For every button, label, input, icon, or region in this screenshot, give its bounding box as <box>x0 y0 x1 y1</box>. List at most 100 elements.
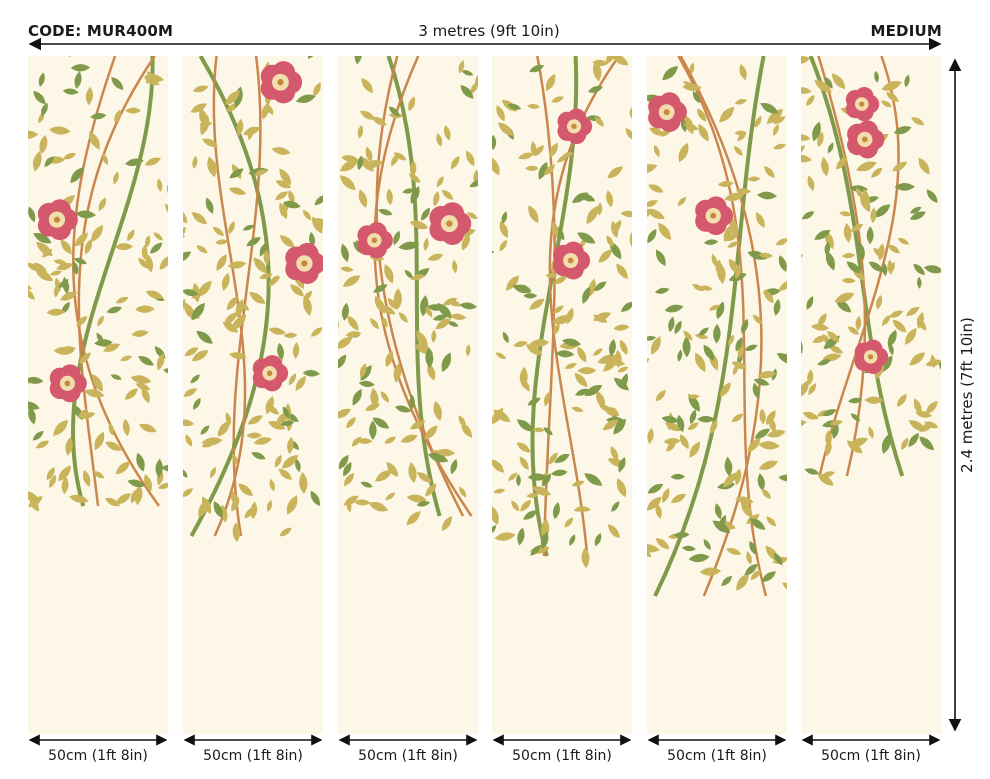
leaf <box>310 490 320 507</box>
leaf <box>873 204 891 218</box>
leaf <box>832 422 839 440</box>
leaf <box>614 349 622 368</box>
leaf <box>734 468 742 486</box>
leaf <box>210 466 216 479</box>
leaf <box>253 257 268 274</box>
leaf <box>342 275 361 287</box>
leaf <box>404 269 414 279</box>
leaf <box>749 540 757 555</box>
floral-pattern <box>647 56 787 597</box>
leaf <box>810 323 830 331</box>
leaf <box>221 272 230 291</box>
leaf <box>450 155 460 170</box>
leaf <box>215 239 229 245</box>
leaf <box>683 123 699 131</box>
leaf <box>183 206 188 224</box>
leaf <box>391 153 399 167</box>
vine-stem <box>386 56 442 517</box>
leaf <box>385 350 394 368</box>
leaf <box>870 207 877 224</box>
leaf <box>593 281 607 292</box>
leaf <box>588 278 596 297</box>
leaf <box>521 378 530 392</box>
leaf <box>144 235 151 249</box>
leaf <box>909 352 925 366</box>
leaf <box>82 469 91 487</box>
leaf <box>271 147 291 155</box>
leaf <box>663 438 681 445</box>
leaf <box>747 250 768 260</box>
leaf <box>747 176 761 182</box>
leaf <box>460 84 474 99</box>
leaf <box>103 343 121 352</box>
leaf <box>32 151 42 172</box>
leaf <box>222 321 239 333</box>
leaf <box>149 242 163 254</box>
leaf <box>413 268 430 280</box>
leaf <box>889 310 904 318</box>
leaf <box>78 409 87 418</box>
leaf <box>398 312 408 323</box>
leaf <box>654 287 670 294</box>
leaf <box>680 118 687 133</box>
leaf <box>925 400 938 415</box>
leaf <box>280 420 295 427</box>
leaf <box>469 179 478 188</box>
leaf <box>908 420 926 432</box>
leaf <box>841 253 856 259</box>
leaf <box>408 96 416 112</box>
leaf <box>848 437 869 447</box>
leaf <box>825 251 835 271</box>
leaf <box>338 408 352 419</box>
leaf <box>374 470 393 482</box>
leaf <box>93 471 105 479</box>
leaf <box>703 239 719 245</box>
vine-stem <box>70 56 155 507</box>
floral-pattern <box>492 56 632 569</box>
leaf <box>145 253 154 273</box>
leaf <box>384 264 394 284</box>
leaf <box>394 405 412 413</box>
leaf <box>161 464 168 473</box>
leaf <box>106 306 123 314</box>
leaf <box>299 471 308 494</box>
leaf <box>231 314 247 331</box>
leaf <box>593 348 603 356</box>
leaf <box>917 276 922 289</box>
leaf <box>926 189 938 203</box>
leaf <box>216 254 227 271</box>
leaf <box>697 415 715 423</box>
leaf <box>58 465 71 482</box>
leaf <box>758 460 778 470</box>
rose-flower <box>252 355 289 392</box>
leaf <box>141 386 150 404</box>
leaf <box>502 331 509 344</box>
leaf <box>925 359 941 367</box>
leaf <box>372 417 390 429</box>
leaf <box>441 352 452 373</box>
leaf <box>236 118 244 137</box>
leaf <box>553 305 564 314</box>
leaf <box>125 107 141 114</box>
leaf <box>302 209 312 221</box>
leaf <box>647 208 654 220</box>
leaf <box>758 441 780 450</box>
leaf <box>806 94 815 107</box>
leaf <box>501 211 508 225</box>
leaf <box>266 499 273 513</box>
leaf <box>138 356 154 366</box>
leaf <box>408 461 417 484</box>
leaf <box>442 515 452 531</box>
leaf <box>597 202 603 216</box>
leaf <box>778 280 787 292</box>
leaf <box>894 182 915 191</box>
leaf <box>92 373 103 392</box>
vine-stem <box>72 56 160 507</box>
leaf <box>288 189 295 205</box>
leaf <box>733 146 743 156</box>
leaf <box>212 226 225 236</box>
leaf <box>506 275 519 291</box>
leaf <box>866 226 874 245</box>
leaf <box>516 419 534 432</box>
leaf <box>592 59 609 66</box>
